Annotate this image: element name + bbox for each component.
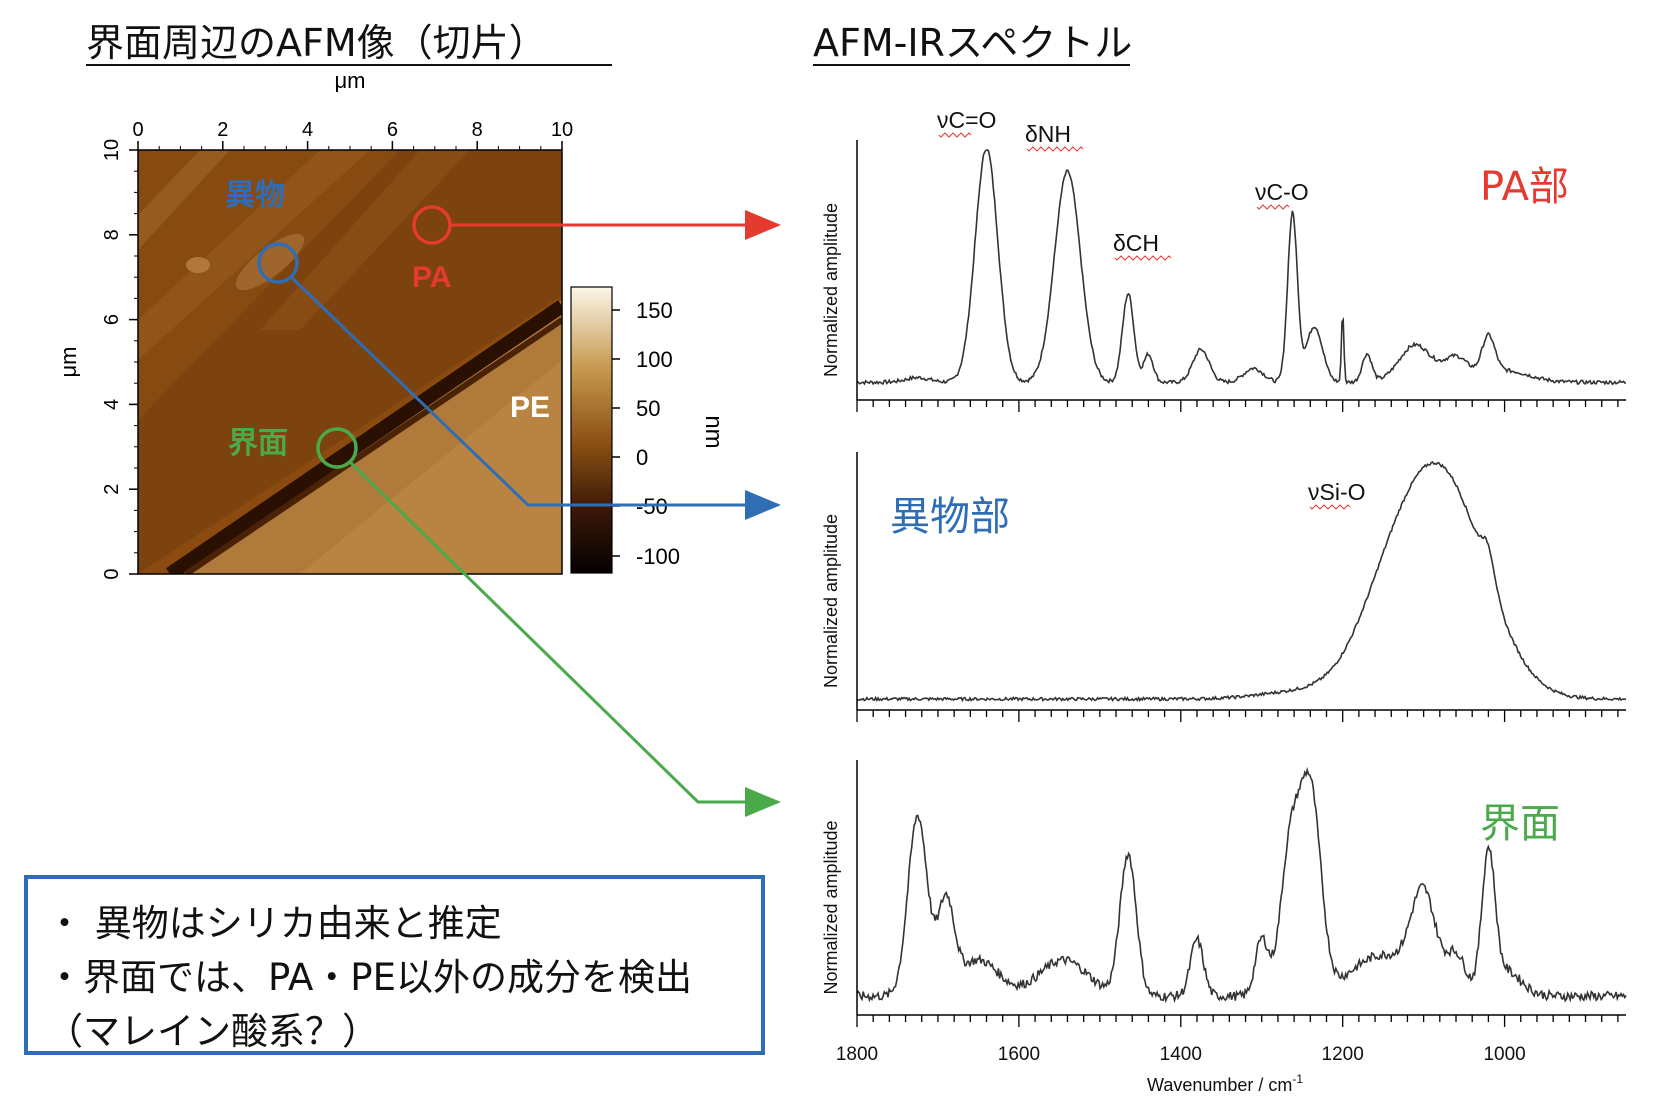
connector-interface bbox=[348, 460, 781, 817]
annotation-sio: νSi-O bbox=[1308, 479, 1366, 505]
afm-top-tick-label: 4 bbox=[302, 119, 313, 141]
annotation-ch: δCH bbox=[1113, 230, 1159, 256]
colorbar-tick-label: 50 bbox=[636, 396, 660, 421]
spellcheck-squiggle bbox=[1026, 146, 1084, 152]
colorbar-tick-label: -100 bbox=[636, 544, 680, 569]
note-line-3: （マレイン酸系？） bbox=[46, 1010, 379, 1053]
spellcheck-squiggle bbox=[938, 132, 972, 138]
spellcheck-squiggle bbox=[1256, 204, 1290, 210]
afm-top-tick-label: 6 bbox=[387, 119, 398, 141]
summary-note-box: ・ 異物はシリカ由来と推定 ・界面では、PA・PE以外の成分を検出 （マレイン酸… bbox=[24, 875, 765, 1055]
colorbar-tick-label: 100 bbox=[636, 347, 673, 372]
afm-left-tick-label: 4 bbox=[101, 399, 123, 410]
afm-top-tick-label: 2 bbox=[217, 119, 228, 141]
afm-left-tick-label: 2 bbox=[101, 484, 123, 495]
x-tick-labels: 1800 1600 1400 1200 1000 bbox=[836, 1044, 1526, 1065]
annotation-co: νC=O bbox=[937, 107, 996, 133]
spectra-title: AFM-IRスペクトル bbox=[813, 21, 1132, 65]
label-pa: PA bbox=[412, 261, 451, 294]
afm-top-tick-label: 0 bbox=[132, 119, 143, 141]
panel-label-interface: 界面 bbox=[1480, 801, 1560, 847]
panel-label-foreign: 異物部 bbox=[890, 494, 1010, 540]
marker-interface bbox=[316, 427, 358, 469]
x-tick-label: 1000 bbox=[1483, 1044, 1525, 1065]
annotation-underlines bbox=[938, 132, 1351, 510]
afm-image bbox=[138, 150, 562, 574]
afm-left-tick-label: 0 bbox=[101, 568, 123, 579]
note-line-1: ・ 異物はシリカ由来と推定 bbox=[46, 902, 502, 945]
colorbar-unit: nm bbox=[700, 415, 727, 448]
afm-image-title: 界面周辺のAFM像（切片） bbox=[86, 21, 547, 65]
note-line-2: ・界面では、PA・PE以外の成分を検出 bbox=[46, 956, 692, 999]
x-tick-label: 1800 bbox=[836, 1044, 878, 1065]
spectrum-panel-interface: Normalized amplitude bbox=[821, 760, 1627, 1027]
y-axis-label: Normalized amplitude bbox=[821, 514, 841, 688]
label-foreign: 異物 bbox=[225, 178, 285, 213]
x-tick-label: 1200 bbox=[1322, 1044, 1364, 1065]
afm-left-tick-label: 8 bbox=[101, 229, 123, 240]
colorbar-tick-label: 0 bbox=[636, 445, 648, 470]
panel-label-pa: PA部 bbox=[1480, 164, 1569, 210]
spellcheck-squiggle bbox=[1309, 504, 1351, 510]
spectrum-line bbox=[857, 460, 1627, 703]
y-axis-label: Normalized amplitude bbox=[821, 203, 841, 377]
afm-left-tick-label: 6 bbox=[101, 314, 123, 325]
afm-top-tick-label: 10 bbox=[551, 119, 573, 141]
y-axis-label: Normalized amplitude bbox=[821, 820, 841, 994]
connector-foreign bbox=[289, 275, 781, 520]
spectrum-panel-foreign: Normalized amplitude bbox=[821, 452, 1627, 722]
x-tick-label: 1400 bbox=[1160, 1044, 1202, 1065]
x-tick-label: 1600 bbox=[998, 1044, 1040, 1065]
afm-left-axis-label: μm bbox=[56, 346, 81, 377]
label-interface: 界面 bbox=[228, 426, 288, 461]
annotation-c-o: νC-O bbox=[1255, 179, 1309, 205]
spectrum-line bbox=[856, 766, 1627, 1004]
label-pe: PE bbox=[510, 391, 550, 424]
marker-foreign bbox=[257, 242, 299, 284]
colorbar-tick-label: 150 bbox=[636, 298, 673, 323]
x-axis-label: Wavenumber / cm-1 bbox=[1147, 1072, 1303, 1095]
colorbar bbox=[570, 286, 613, 574]
afm-axis-ticks: 0 0 2 2 4 4 6 6 8 8 10 10 bbox=[101, 119, 573, 580]
spellcheck-squiggle bbox=[1114, 255, 1172, 261]
afm-top-tick-label: 8 bbox=[472, 119, 483, 141]
afm-top-axis-label: μm bbox=[334, 68, 365, 93]
spectrum-line bbox=[856, 149, 1627, 386]
afm-left-tick-label: 10 bbox=[101, 139, 123, 161]
annotation-nh: δNH bbox=[1025, 121, 1071, 147]
spectrum-panel-pa: Normalized amplitude bbox=[821, 140, 1627, 412]
